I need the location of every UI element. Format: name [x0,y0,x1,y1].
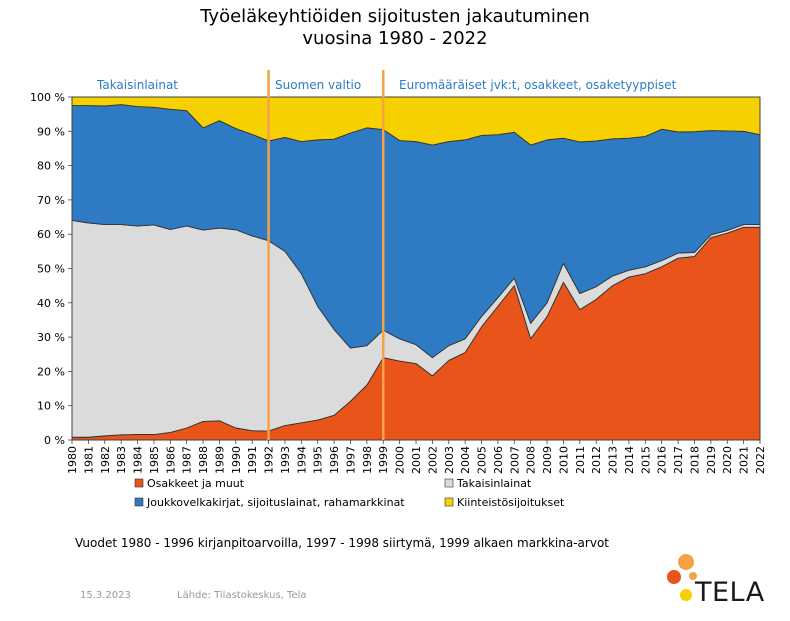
y-tick-label: 80 % [37,160,65,173]
x-tick-label: 2021 [738,446,751,474]
footnote: Vuodet 1980 - 1996 kirjanpitoarvoilla, 1… [75,536,609,550]
x-tick-label: 1989 [213,446,226,474]
x-tick-label: 1993 [279,446,292,474]
x-tick-label: 1981 [82,446,95,474]
x-tick-label: 2006 [492,446,505,474]
y-tick-label: 90 % [37,125,65,138]
x-tick-label: 2011 [574,446,587,474]
y-tick-label: 10 % [37,400,65,413]
x-tick-label: 2018 [688,446,701,474]
x-tick-label: 1996 [328,446,341,474]
x-tick-label: 1980 [66,446,79,474]
x-tick-label: 2002 [426,446,439,474]
legend-swatch-1 [134,478,144,488]
x-tick-label: 1987 [181,446,194,474]
chart-title: Työeläkeyhtiöiden sijoitusten jakautumin… [0,6,790,50]
tela-logo-text: TELA [695,577,765,608]
x-tick-label: 1991 [246,446,259,474]
source-label: Lähde: Tilastokeskus, Tela [177,590,307,601]
x-tick-label: 1985 [148,446,161,474]
y-tick-label: 20 % [37,365,65,378]
y-axis: 0 % 10 % 20 % 30 % 40 % 50 % 60 % 70 % 80 % 90 % 1… [30,91,72,447]
legend-swatch-2 [444,478,454,488]
x-tick-label: 2022 [754,446,767,474]
x-tick-label: 1988 [197,446,210,474]
x-tick-label: 1990 [230,446,243,474]
x-tick-label: 2009 [541,446,554,474]
x-tick-label: 1999 [377,446,390,474]
y-tick-label: 100 % [30,91,65,104]
x-tick-label: 1986 [164,446,177,474]
y-tick-label: 30 % [37,331,65,344]
x-tick-label: 1994 [295,446,308,474]
period-label-1: Takaisinlainat [96,78,178,92]
x-tick-label: 2013 [607,446,620,474]
x-tick-label: 1995 [312,446,325,474]
x-tick-label: 2003 [443,446,456,474]
x-tick-label: 2008 [525,446,538,474]
legend-label-3: Joukkovelkakirjat, sijoituslainat, raham… [146,496,405,509]
x-tick-label: 2007 [508,446,521,474]
legend-label-2: Takaisinlainat [456,477,532,490]
y-tick-label: 60 % [37,228,65,241]
y-tick-label: 50 % [37,263,65,276]
x-tick-label: 1997 [344,446,357,474]
legend-swatch-4 [444,497,454,507]
legend-swatch-3 [134,497,144,507]
x-tick-label: 2019 [705,446,718,474]
x-tick-label: 2014 [623,446,636,474]
chart-title-line1: Työeläkeyhtiöiden sijoitusten jakautumin… [200,6,590,27]
x-tick-label: 2000 [394,446,407,474]
x-tick-label: 1992 [263,446,276,474]
x-tick-label: 2005 [476,446,489,474]
y-tick-label: 0 % [44,434,65,447]
tela-logo-icon [667,554,697,601]
x-tick-label: 2020 [721,446,734,474]
x-tick-label: 1984 [132,446,145,474]
x-tick-label: 2012 [590,446,603,474]
x-tick-label: 1998 [361,446,374,474]
x-axis: 1980 1981 1982 1983 1984 1985 1986 1987 1988 1989… [66,440,767,474]
x-tick-label: 1983 [115,446,128,474]
legend: Osakkeet ja muut Takaisinlainat Joukkovelk… [134,477,565,509]
x-tick-label: 2010 [557,446,570,474]
legend-label-4: Kiinteistösijoitukset [457,496,565,509]
period-label-3: Euromääräiset jvk:t, osakkeet, osaketyyp… [399,78,677,92]
x-tick-label: 2016 [656,446,669,474]
area-layer [71,96,761,441]
chart-title-line2: vuosina 1980 - 2022 [302,28,488,49]
period-label-2: Suomen valtio [275,78,361,92]
x-tick-label: 2004 [459,446,472,474]
x-tick-label: 1982 [99,446,112,474]
y-tick-label: 40 % [37,297,65,310]
x-tick-label: 2001 [410,446,423,474]
y-tick-label: 70 % [37,194,65,207]
x-tick-label: 2017 [672,446,685,474]
legend-label-1: Osakkeet ja muut [147,477,245,490]
date-label: 15.3.2023 [80,590,131,601]
x-tick-label: 2015 [639,446,652,474]
